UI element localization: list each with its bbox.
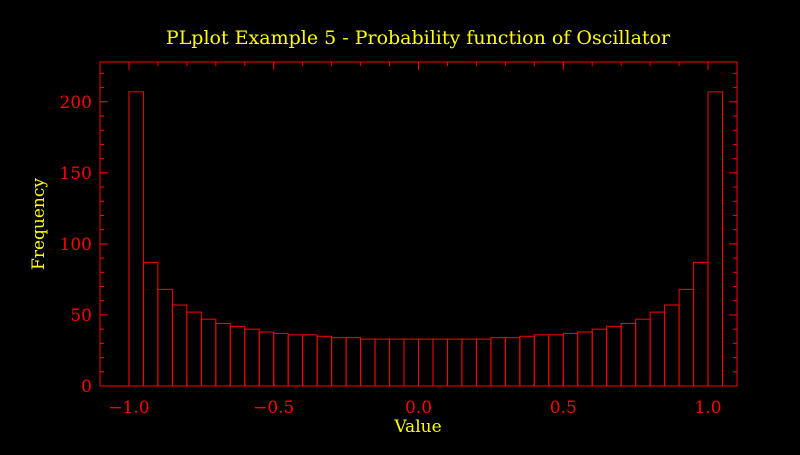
- y-axis-label: Frequency: [29, 178, 49, 270]
- bar: [432, 338, 448, 387]
- bar: [490, 337, 506, 387]
- bar: [258, 331, 275, 387]
- axes-layer: [99, 61, 738, 387]
- y-tick-label: 0: [81, 377, 92, 397]
- bar: [128, 91, 144, 387]
- bar: [504, 337, 521, 387]
- bars-layer: [128, 91, 724, 387]
- y-tick-label: 200: [60, 93, 92, 113]
- x-tick-label: 1.0: [695, 398, 722, 418]
- chart-title: PLplot Example 5 - Probability function …: [166, 27, 671, 49]
- bar: [620, 322, 637, 387]
- bar: [693, 261, 709, 387]
- bar: [577, 331, 593, 387]
- y-tick-label: 100: [60, 235, 92, 255]
- y-tick-label: 150: [60, 164, 92, 184]
- bar: [446, 338, 463, 387]
- bar: [229, 325, 246, 387]
- bar: [287, 334, 304, 387]
- bar: [461, 338, 477, 387]
- bar: [331, 337, 347, 387]
- bar: [142, 261, 159, 387]
- bar: [664, 304, 680, 387]
- bar: [302, 334, 318, 387]
- bar: [678, 288, 695, 387]
- bar: [389, 338, 405, 387]
- x-tick-label: 0.0: [405, 398, 432, 418]
- bar: [186, 311, 202, 387]
- bar: [533, 334, 550, 387]
- bar: [475, 338, 492, 387]
- bar: [171, 304, 188, 387]
- bar: [562, 332, 579, 387]
- bar: [215, 322, 231, 387]
- bar: [591, 328, 608, 387]
- bar: [403, 338, 420, 387]
- plot-frame: [99, 61, 738, 387]
- bar: [418, 338, 434, 387]
- x-axis-label: Value: [393, 417, 441, 437]
- x-tick-label: −1.0: [108, 398, 149, 418]
- bar: [244, 328, 260, 387]
- bar: [360, 338, 376, 387]
- ticks-layer: −1.0 −0.5 0.0 0.5 1.0 0 50 100 150 200: [60, 62, 738, 418]
- bar: [606, 325, 622, 387]
- bar: [345, 337, 362, 387]
- bar: [649, 311, 666, 387]
- bar: [635, 318, 651, 387]
- y-tick-label: 50: [70, 306, 92, 326]
- x-tick-label: −0.5: [253, 398, 294, 418]
- bar: [519, 335, 535, 387]
- x-tick-label: 0.5: [550, 398, 577, 418]
- bar: [157, 288, 173, 387]
- bar: [273, 332, 289, 387]
- bar: [707, 91, 724, 387]
- bar: [374, 338, 391, 387]
- bar: [548, 334, 564, 387]
- bar: [316, 335, 333, 387]
- bar: [200, 318, 217, 387]
